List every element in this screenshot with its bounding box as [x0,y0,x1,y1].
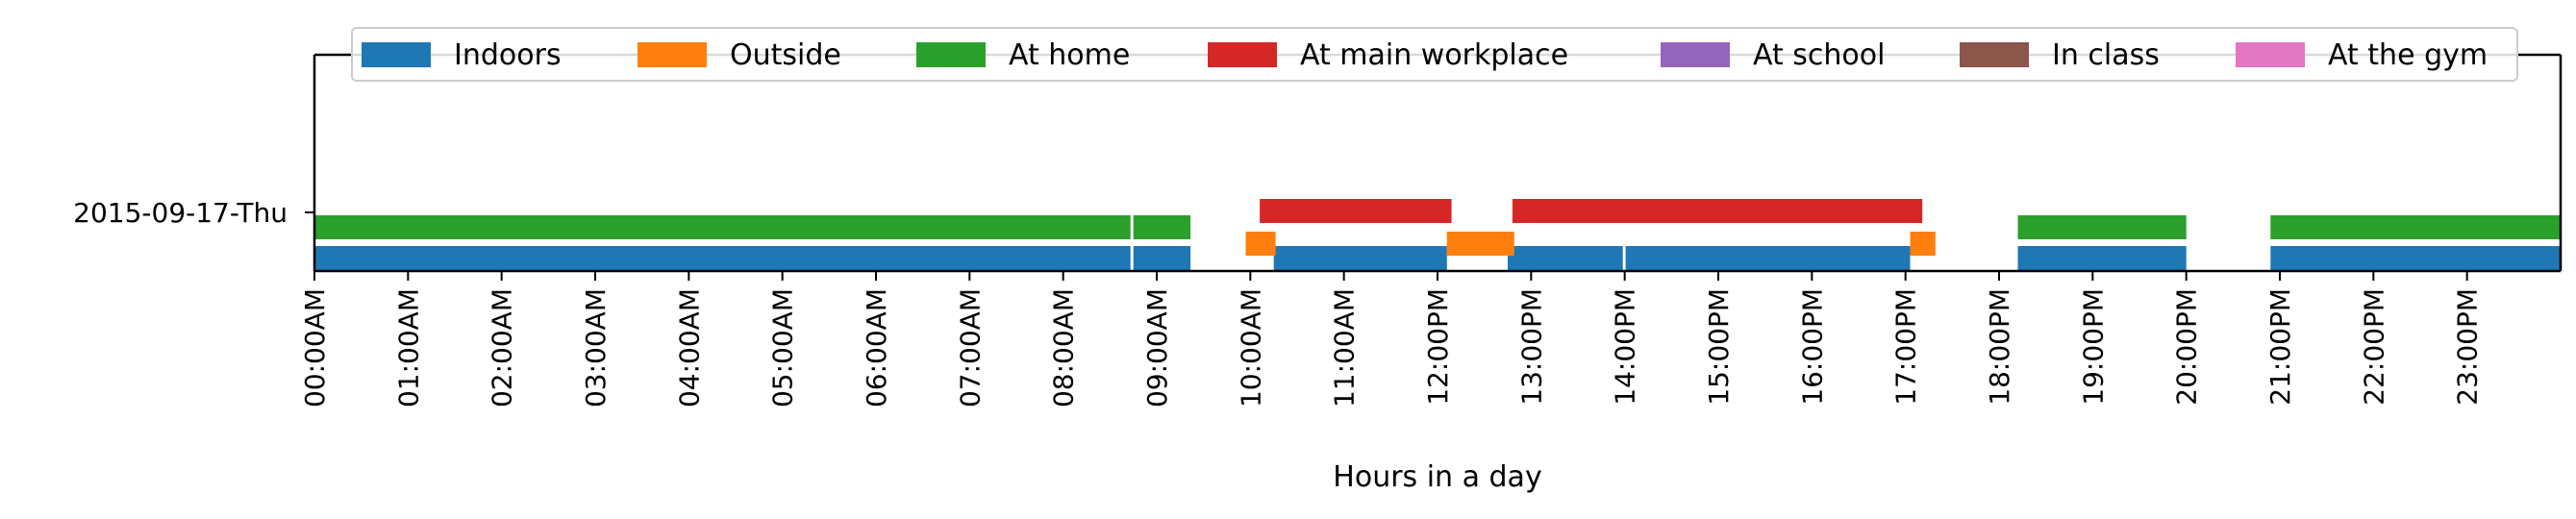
legend-swatch-at-main-workplace [1208,42,1277,67]
indoors-bar [1133,246,1191,271]
x-tick-label: 18:00PM [1984,288,2015,406]
x-tick-label: 10:00AM [1235,288,1266,408]
y-tick-label: 2015-09-17-Thu [73,197,288,229]
indoors-bar [2270,246,2561,271]
at-home-bar [1133,215,1191,239]
at-home-bar [314,215,1131,239]
x-tick-label: 02:00AM [487,288,518,408]
x-tick-label: 05:00AM [767,288,799,408]
legend-swatch-outside [638,42,707,67]
outside-bar [1446,232,1514,256]
legend-swatch-indoors [362,42,431,67]
outside-bar [1245,232,1276,256]
legend-swatch-at-the-gym [2236,42,2305,67]
x-tick-label: 15:00PM [1703,288,1735,406]
x-tick-label: 17:00PM [1890,288,1922,406]
legend-label-in-class: In class [2052,38,2160,72]
indoors-bar [1508,246,1623,271]
legend-swatch-at-school [1661,42,1730,67]
x-tick-label: 08:00AM [1048,288,1080,408]
x-tick-label: 03:00AM [580,288,612,408]
x-tick-label: 21:00PM [2264,288,2296,406]
legend-label-at-school: At school [1753,38,1885,72]
indoors-bar [2017,246,2187,271]
legend-label-indoors: Indoors [454,38,562,72]
indoors-bar [1625,246,1911,271]
at-home-bar [2270,215,2561,239]
outside-bar [1910,232,1936,256]
x-tick-label: 07:00AM [954,288,986,408]
legend-label-at-home: At home [1009,38,1130,72]
legend-label-outside: Outside [730,38,841,72]
data-bars [314,199,2561,271]
at-main-workplace-bar [1512,199,1923,223]
x-tick-label: 12:00PM [1422,288,1454,406]
x-tick-label: 16:00PM [1796,288,1828,406]
legend-swatch-in-class [1960,42,2029,67]
x-tick-label: 11:00AM [1329,288,1361,408]
x-tick-label: 09:00AM [1141,288,1173,408]
x-tick-label: 20:00PM [2171,288,2203,406]
at-home-bar [2017,215,2187,239]
y-axis-ticks: 2015-09-17-Thu [73,197,314,229]
x-tick-label: 13:00PM [1515,288,1547,406]
x-tick-label: 00:00AM [299,288,331,408]
legend-swatch-at-home [916,42,986,67]
x-tick-label: 01:00AM [392,288,424,408]
indoors-bar [314,246,1131,271]
legend-label-at-the-gym: At the gym [2328,38,2488,72]
x-tick-label: 23:00PM [2452,288,2484,406]
x-tick-label: 04:00AM [673,288,705,408]
legend-label-at-main-workplace: At main workplace [1300,38,1568,72]
x-tick-label: 19:00PM [2077,288,2109,406]
indoors-bar [1273,246,1447,271]
at-main-workplace-bar [1260,199,1452,223]
legend: Indoors Outside At home At main workplace At… [351,27,2518,82]
legend-frame [351,27,2518,82]
x-tick-label: 22:00PM [2358,288,2389,406]
x-axis-label: Hours in a day [1333,460,1541,494]
x-tick-label: 14:00PM [1610,288,1641,406]
x-tick-label: 06:00AM [861,288,892,408]
x-axis-ticks: 00:00AM 01:00AM 02:00AM 03:00AM 04:00AM 05:00… [299,271,2484,408]
